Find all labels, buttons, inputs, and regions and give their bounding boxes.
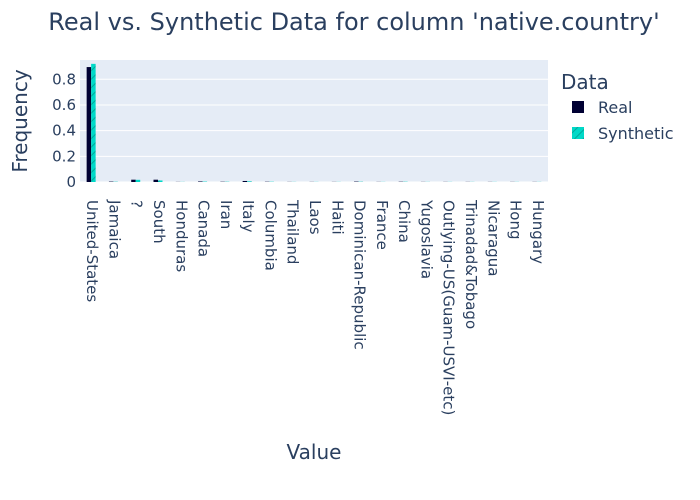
x-tick-label: ? [128,200,146,208]
legend-label-real: Real [598,98,633,117]
legend-swatch-real [572,101,584,113]
y-axis-ticks: 0 0.2 0.4 0.6 0.8 [52,70,76,191]
x-tick-label: China [395,200,413,243]
y-tick-label: 0.6 [52,96,76,114]
legend-label-synthetic: Synthetic [598,124,674,143]
x-tick-label: Haiti [328,200,346,235]
x-tick-label: France [373,200,391,250]
bar-real-5[interactable] [198,181,203,182]
x-tick-label: Thailand [284,199,302,264]
x-tick-label: Laos [306,200,324,235]
chart-title: Real vs. Synthetic Data for column 'nati… [48,8,659,36]
x-tick-label: Nicaragua [484,200,502,276]
legend-title: Data [561,70,609,94]
x-tick-label: Iran [217,200,235,229]
x-tick-label: Canada [195,200,213,257]
x-tick-label: Hong [507,200,525,240]
bar-real-7[interactable] [242,180,248,182]
legend-swatch-synthetic [572,127,584,139]
y-tick-label: 0.8 [52,70,76,88]
x-axis-ticks: United-States Jamaica? South Honduras Canada… [83,199,547,415]
bar-synthetic-2[interactable] [135,179,141,182]
x-tick-label: Trinadad&Tobago [462,199,480,329]
x-tick-label: United-States [83,200,101,302]
x-tick-label: Columbia [261,200,279,271]
y-tick-label: 0.2 [52,147,76,165]
y-tick-label: 0.4 [52,122,76,140]
x-tick-label: Dominican-Republic [351,200,369,350]
y-tick-label: 0 [66,173,76,191]
x-tick-label: Outlying-US(Guam-USVI-etc) [440,200,458,415]
bar-synthetic-7[interactable] [247,181,252,182]
bar-real-2[interactable] [131,179,136,182]
x-tick-label: Yugoslavia [417,199,435,279]
legend[interactable]: Data Real Synthetic [561,70,674,143]
bars-group [86,63,542,182]
bar-real-0[interactable] [86,67,92,182]
x-tick-label: Hungary [529,200,547,264]
bar-real-3[interactable] [153,179,159,182]
bar-synthetic-0[interactable] [91,63,96,182]
x-axis-title: Value [287,440,342,464]
y-axis-title: Frequency [8,69,32,172]
plot-area [80,60,548,182]
x-tick-label: Honduras [172,200,190,272]
x-tick-label: Jamaica [105,199,123,259]
x-tick-label: South [150,200,168,244]
bar-synthetic-3[interactable] [158,180,163,182]
x-tick-label: Italy [239,200,257,233]
